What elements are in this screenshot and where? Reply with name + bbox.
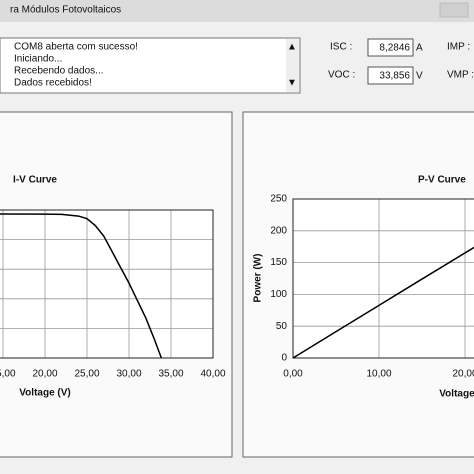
reading-box <box>367 66 414 85</box>
log-line: Iniciando... <box>14 54 62 65</box>
x-axis-label: Voltage (V) <box>19 388 70 399</box>
x-tick-label: 30,00 <box>116 369 141 380</box>
reading-label: IMP : <box>447 42 470 53</box>
title-bar <box>0 0 474 22</box>
plot-background <box>293 199 474 358</box>
y-tick-label: 100 <box>270 289 287 300</box>
y-axis-label: Power (W) <box>253 254 264 303</box>
x-tick-label: 20,00 <box>32 369 57 380</box>
data-line <box>292 246 474 359</box>
x-tick-label: 0,00 <box>283 369 303 380</box>
y-tick-label: 50 <box>276 321 288 332</box>
log-line: Dados recebidos! <box>14 78 92 89</box>
plot-background <box>0 210 213 358</box>
x-tick-label: 35,00 <box>158 369 183 380</box>
plot-border <box>0 209 214 359</box>
reading-box <box>367 38 414 57</box>
plot-area <box>0 209 214 359</box>
data-line <box>0 213 163 359</box>
log-line: Recebendo dados... <box>14 66 104 77</box>
x-tick-label: 40,00 <box>200 369 225 380</box>
reading-label: ISC : <box>330 42 352 53</box>
x-tick-label: 10,00 <box>366 369 391 380</box>
x-axis-label: Voltage (V) <box>439 389 474 400</box>
x-tick-label: 20,00 <box>452 369 474 380</box>
reading-unit: V <box>416 71 423 82</box>
plot-border <box>292 198 474 359</box>
y-tick-label: 200 <box>270 225 287 236</box>
reading-value: 8,2846 <box>379 43 410 54</box>
reading-value: 33,856 <box>379 71 410 82</box>
log-line: COM8 aberta com sucesso! <box>14 42 138 53</box>
x-tick-label: 15,00 <box>0 369 16 380</box>
reading-label: VOC : <box>328 70 355 81</box>
chart-title: I-V Curve <box>13 175 57 186</box>
scrollbar[interactable] <box>286 39 299 92</box>
log-box <box>0 37 301 94</box>
window-button[interactable] <box>439 2 469 18</box>
reading-unit: A <box>416 43 423 54</box>
window-title: ra Módulos Fotovoltaicos <box>10 5 121 16</box>
y-tick-label: 150 <box>270 257 287 268</box>
x-tick-label: 25,00 <box>74 369 99 380</box>
y-tick-label: 0 <box>281 353 287 364</box>
scroll-up[interactable]: ▲ <box>287 42 297 53</box>
chart-title: P-V Curve <box>418 175 466 186</box>
reading-label: VMP : <box>447 70 474 81</box>
plot-area <box>292 198 474 359</box>
y-tick-label: 250 <box>270 194 287 205</box>
scroll-down[interactable]: ▼ <box>287 78 297 89</box>
